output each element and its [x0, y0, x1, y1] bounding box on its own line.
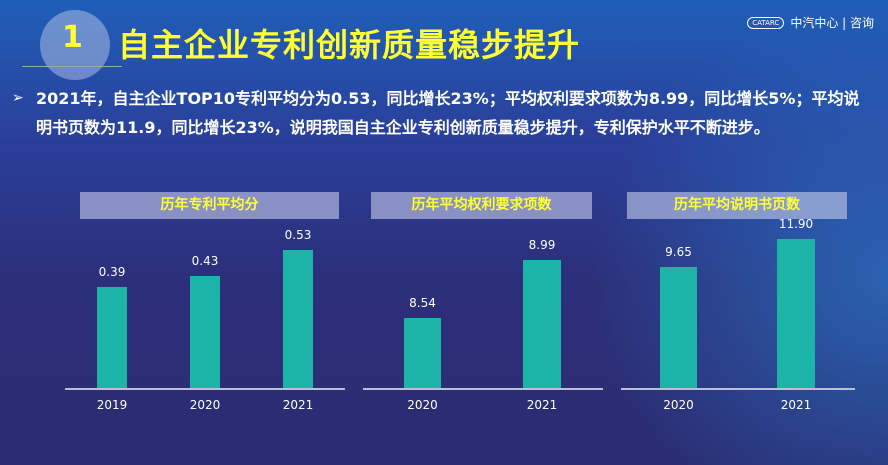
bar	[190, 276, 220, 388]
bar	[660, 267, 697, 388]
bar	[283, 250, 313, 388]
data-label: 0.43	[191, 254, 219, 269]
bar	[97, 286, 127, 388]
arrow-bullet-icon: ➢	[12, 90, 24, 106]
logo: CATARC 中汽中心 | 咨询	[747, 14, 874, 31]
data-label: 9.65	[665, 245, 692, 260]
bar	[523, 260, 561, 388]
chart-title: 历年平均权利要求项数	[371, 192, 592, 219]
x-tick-label: 2021	[780, 398, 812, 412]
x-axis-line	[65, 388, 345, 390]
data-label: 0.39	[98, 264, 126, 279]
x-tick-label: 2021	[282, 398, 314, 412]
chart-title: 历年专利平均分	[80, 192, 339, 219]
summary-text: 2021年，自主企业TOP10专利平均分为0.53，同比增长23%；平均权利要求…	[36, 89, 860, 137]
summary-paragraph: ➢ 2021年，自主企业TOP10专利平均分为0.53，同比增长23%；平均权利…	[12, 84, 866, 142]
x-axis-line	[363, 388, 603, 390]
divider	[22, 66, 122, 67]
data-label: 11.90	[778, 217, 814, 232]
data-label: 8.99	[528, 238, 556, 253]
number-circle	[40, 10, 110, 80]
x-tick-label: 2020	[407, 398, 438, 412]
data-label: 0.53	[284, 228, 312, 243]
chart-title: 历年平均说明书页数	[627, 192, 847, 219]
logo-text: 中汽中心 | 咨询	[790, 16, 874, 30]
bar	[777, 239, 815, 388]
x-tick-label: 2021	[526, 398, 558, 412]
x-tick-label: 2020	[189, 398, 221, 412]
x-axis-line	[621, 388, 855, 390]
bar	[404, 318, 441, 388]
x-tick-label: 2020	[663, 398, 694, 412]
x-tick-label: 2019	[96, 398, 128, 412]
page-title: 自主企业专利创新质量稳步提升	[118, 26, 581, 64]
background-rays	[588, 0, 888, 465]
data-label: 8.54	[409, 296, 436, 311]
section-number: 1	[62, 20, 83, 55]
logo-icon: CATARC	[747, 16, 785, 29]
